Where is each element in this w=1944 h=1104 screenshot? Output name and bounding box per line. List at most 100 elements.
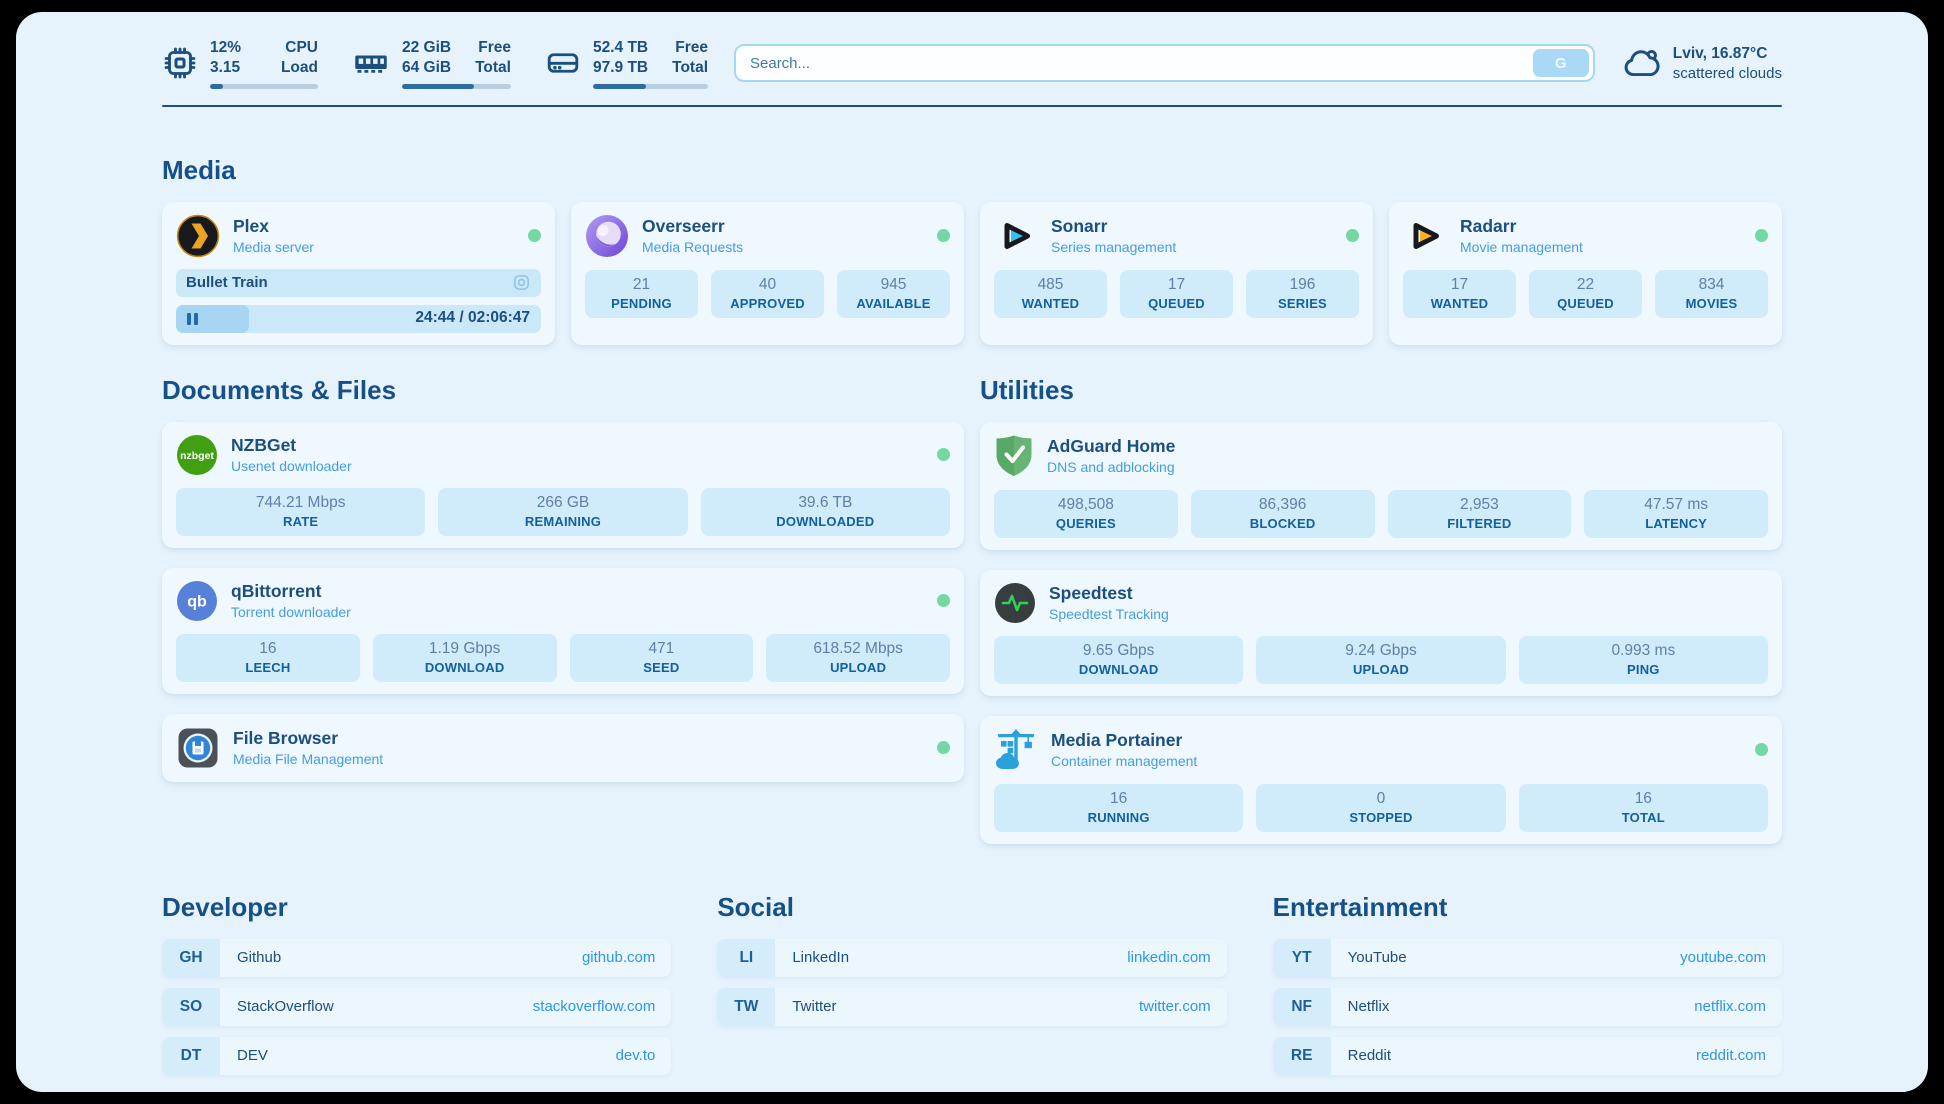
card-title: Sonarr [1051,216,1108,237]
card-subtitle: Container management [1051,753,1198,770]
social-section: Social LI LinkedIn linkedin.com TW Twitt… [717,891,1227,1026]
stat-tile: 744.21 Mbps RATE [176,487,426,536]
disk-total-value: 97.9 TB [592,59,649,77]
playback-time: 24:44 / 02:06:47 [415,308,530,326]
card-subtitle: DNS and adblocking [1047,459,1175,476]
stat-tile: 16 TOTAL [1518,783,1768,832]
filebrowser-card[interactable]: File Browser Media File Management [162,713,964,782]
portainer-card[interactable]: Media Portainer Container management 16 … [980,715,1782,844]
adguard-card[interactable]: AdGuard Home DNS and adblocking 498,508 … [980,421,1782,550]
status-dot [528,229,541,243]
stat-tile: 0 STOPPED [1256,783,1506,832]
stat-tile: 945 AVAILABLE [837,269,950,318]
link-row-linkedin[interactable]: LI LinkedIn linkedin.com [717,938,1227,977]
session-view-icon[interactable] [512,273,531,292]
link-badge: TW [717,987,776,1026]
disk-free-value: 52.4 TB [592,39,649,56]
card-subtitle: Torrent downloader [231,604,351,621]
link-row-reddit[interactable]: RE Reddit reddit.com [1272,1036,1782,1075]
card-subtitle: Usenet downloader [231,458,352,475]
card-subtitle: Media Requests [642,239,744,256]
media-section: Media Plex Media server [162,155,1782,345]
radarr-icon [1403,214,1447,258]
search-bar: G [734,44,1595,83]
stat-tile: 16 LEECH [176,633,360,682]
plex-card[interactable]: Plex Media server Bullet Train [162,201,555,345]
stat-tile: 47.57 ms LATENCY [1584,489,1768,538]
qbittorrent-icon: qb [176,580,218,622]
now-playing-row: Bullet Train [176,268,541,297]
link-url[interactable]: twitter.com [1138,998,1211,1016]
speedtest-card[interactable]: Speedtest Speedtest Tracking 9.65 Gbps D… [980,569,1782,696]
cpu-percent: 12% [210,39,242,56]
link-url[interactable]: github.com [581,949,656,967]
nzbget-card[interactable]: nzbget NZBGet Usenet downloader 74 [162,421,964,548]
link-url[interactable]: reddit.com [1695,1047,1766,1065]
stat-tile: 834 MOVIES [1655,269,1768,318]
card-subtitle: Movie management [1460,239,1583,256]
link-badge: SO [162,987,220,1026]
filebrowser-icon [176,726,220,770]
card-subtitle: Speedtest Tracking [1049,606,1169,623]
stat-tile: 22 QUEUED [1529,269,1642,318]
stat-tile: 0.993 ms PING [1518,635,1768,684]
dashboard-panel: 12% 3.15 CPU Load [16,12,1928,1092]
card-subtitle: Series management [1051,239,1177,256]
utilities-section: Utilities [980,375,1782,844]
cpu-label-top: CPU [285,39,318,56]
social-section-title: Social [717,891,794,922]
link-row-stackoverflow[interactable]: SO StackOverflow stackoverflow.com [162,987,672,1026]
link-name: Netflix [1347,998,1390,1016]
link-url[interactable]: netflix.com [1694,998,1766,1016]
link-row-netflix[interactable]: NF Netflix netflix.com [1272,987,1782,1026]
link-row-youtube[interactable]: YT YouTube youtube.com [1272,938,1782,977]
stat-tile: 21 PENDING [585,269,698,318]
radarr-card[interactable]: Radarr Movie management 17 WANTED 22 QUE… [1389,201,1782,345]
stat-tile: 39.6 TB DOWNLOADED [700,487,950,536]
link-badge: YT [1272,938,1331,977]
plex-icon [176,214,220,258]
stat-tile: 17 WANTED [1403,269,1516,318]
link-row-dev[interactable]: DT DEV dev.to [162,1036,672,1075]
qbittorrent-card[interactable]: qb qBittorrent Torrent downloader [162,567,964,694]
stat-tile: 9.24 Gbps UPLOAD [1256,635,1506,684]
card-title: Overseerr [642,216,725,237]
search-input[interactable] [750,54,1533,72]
link-url[interactable]: youtube.com [1680,949,1766,967]
search-engine-button[interactable]: G [1532,49,1589,78]
disk-label-bottom: Total [672,59,708,77]
entertainment-section-title: Entertainment [1272,891,1448,922]
stat-tile: 498,508 QUERIES [994,489,1178,538]
stat-tile: 618.52 Mbps UPLOAD [766,633,950,682]
ram-stat: 22 GiB 64 GiB Free Total [352,38,511,89]
stat-tile: 2,953 FILTERED [1387,489,1572,538]
ram-icon [352,45,390,81]
link-badge: RE [1272,1036,1331,1075]
link-url[interactable]: dev.to [615,1047,656,1065]
utilities-section-title: Utilities [980,374,1074,405]
link-badge: LI [717,938,776,977]
documents-section-title: Documents & Files [162,374,397,405]
weather-location-temp: Lviv, 16.87°C [1672,44,1768,62]
overseerr-card[interactable]: Overseerr Media Requests 21 PENDING 40 A… [571,201,964,345]
link-row-github[interactable]: GH Github github.com [162,938,672,977]
link-url[interactable]: stackoverflow.com [532,998,656,1016]
link-name: LinkedIn [792,949,850,967]
stat-tile: 1.19 Gbps DOWNLOAD [372,633,557,682]
stat-tile: 196 SERIES [1246,269,1359,318]
link-name: DEV [237,1047,268,1065]
stat-tile: 86,396 BLOCKED [1190,489,1375,538]
link-badge: DT [162,1036,220,1075]
card-subtitle: Media server [233,239,314,256]
link-name: YouTube [1347,949,1407,967]
portainer-icon [994,728,1038,772]
card-title: Plex [233,216,269,237]
link-url[interactable]: linkedin.com [1127,949,1211,967]
sonarr-card[interactable]: Sonarr Series management 485 WANTED 17 Q… [980,201,1373,345]
media-section-title: Media [162,154,236,185]
cloud-icon [1621,42,1663,84]
link-row-twitter[interactable]: TW Twitter twitter.com [717,987,1227,1026]
link-badge: NF [1272,987,1331,1026]
link-name: StackOverflow [237,998,334,1016]
svg-text:nzbget: nzbget [180,450,214,462]
